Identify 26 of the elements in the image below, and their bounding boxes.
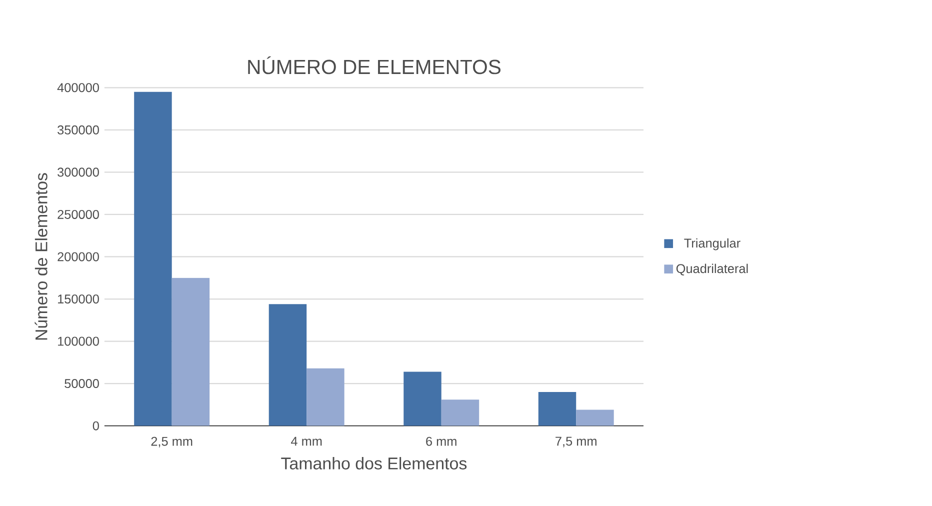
y-tick-label: 300000: [58, 168, 99, 177]
x-tick-label: 4 mm: [290, 436, 322, 446]
y-tick-label: 200000: [58, 252, 99, 262]
y-tick-label: 0: [92, 421, 99, 430]
bar: [538, 392, 576, 426]
legend-label: Triangular: [684, 238, 740, 250]
bar: [268, 304, 307, 426]
bar: [172, 278, 210, 426]
x-tick-label: 2,5 mm: [151, 436, 192, 448]
y-tick-label: 50000: [64, 378, 99, 388]
chart-title: NÚMERO DE ELEMENTOS: [248, 56, 500, 74]
x-tick-label: 6 mm: [426, 436, 456, 446]
bar: [404, 372, 442, 426]
x-axis-title: Tamanho dos Elementos: [281, 456, 467, 470]
bar: [134, 92, 172, 426]
y-axis-title: Número de Elementos: [34, 173, 48, 340]
bar: [441, 400, 480, 426]
y-tick-label: 400000: [57, 83, 99, 92]
y-tick-label: 250000: [58, 210, 99, 219]
y-tick-label: 150000: [58, 294, 99, 304]
bar: [576, 410, 614, 426]
y-tick-label: 350000: [58, 125, 99, 134]
y-tick-label: 100000: [58, 336, 99, 346]
bar: [306, 368, 344, 426]
legend-label: Quadrilateral: [676, 264, 748, 276]
x-tick-label: 7,5 mm: [556, 436, 596, 448]
